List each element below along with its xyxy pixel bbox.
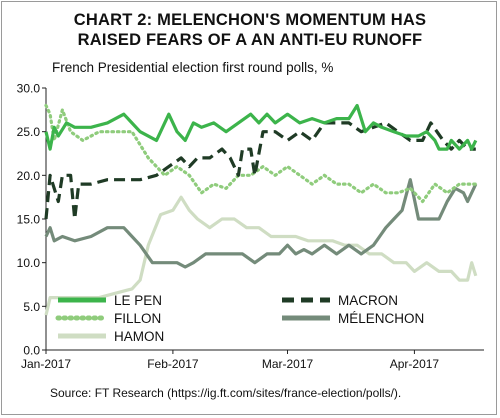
x-tick-label: Jan-2017 [21, 357, 71, 371]
y-tick-label: 10.0 [17, 256, 41, 270]
y-tick-label: 20.0 [17, 169, 41, 183]
chart-subtitle: French Presidential election first round… [52, 60, 334, 75]
y-tick-label: 25.0 [17, 125, 41, 139]
series-line-fillon [44, 103, 478, 204]
y-tick-label: 15.0 [17, 213, 41, 227]
x-tick-label: Apr-2017 [390, 357, 440, 371]
y-tick-label: 5.0 [23, 300, 40, 314]
source-note: Source: FT Research (https://ig.ft.com/s… [50, 386, 402, 400]
x-tick-label: Mar-2017 [262, 357, 314, 371]
x-tick-label: Feb-2017 [147, 357, 199, 371]
series-line-le-pen [44, 103, 478, 151]
legend-label-hamon: HAMON [114, 329, 164, 344]
chart-title-line2: RAISED FEARS OF A AN ANTI-EU RUNOFF [77, 31, 423, 49]
legend-label-fillon: FILLON [114, 311, 161, 326]
series-line-hamon [44, 195, 478, 316]
chart-title-line1: CHART 2: MELENCHON'S MOMENTUM HAS [73, 11, 427, 29]
y-tick-label: 0.0 [23, 344, 40, 358]
series-line-macron [44, 121, 476, 221]
chart-title: CHART 2: MELENCHON'S MOMENTUM HAS RAISED… [0, 10, 500, 50]
legend-label-melenchon: MÉLENCHON [338, 311, 424, 326]
y-tick-label: 30.0 [17, 82, 41, 96]
legend-label-le-pen: LE PEN [114, 293, 162, 308]
legend-label-macron: MACRON [338, 293, 398, 308]
series-line-melenchon [44, 178, 478, 269]
